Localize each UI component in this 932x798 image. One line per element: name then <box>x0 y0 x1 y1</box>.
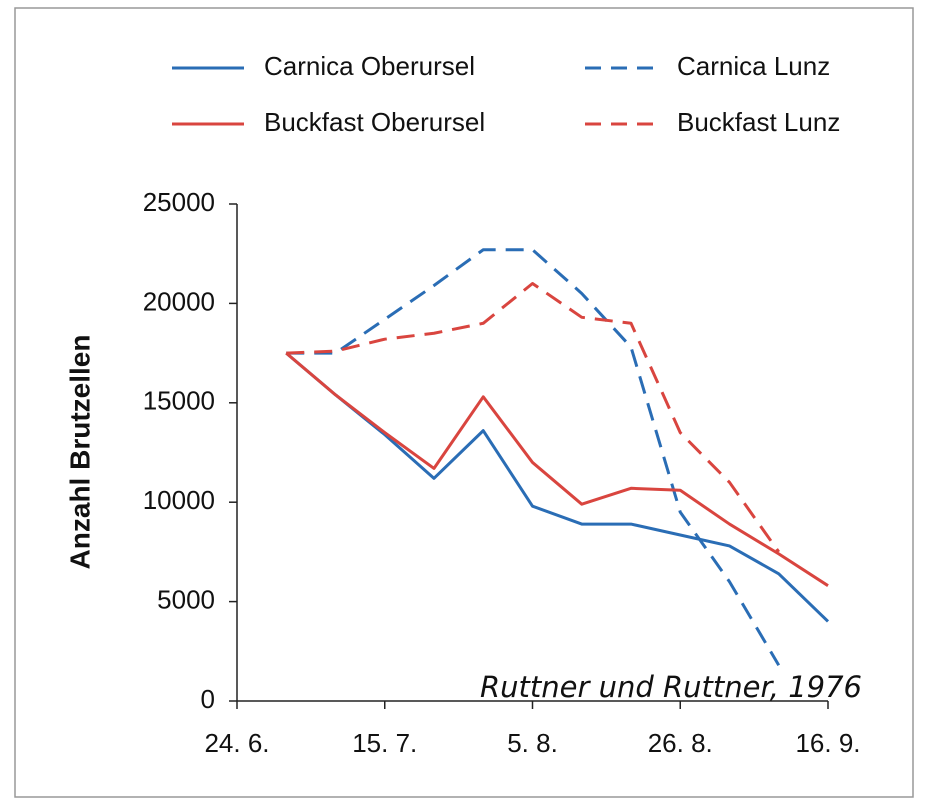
y-tick-label: 0 <box>201 684 215 714</box>
legend-label: Buckfast Lunz <box>677 107 840 137</box>
y-tick-label: 15000 <box>143 386 215 416</box>
x-tick-label: 24. 6. <box>204 728 269 758</box>
series-line <box>285 351 829 587</box>
y-tick-label: 5000 <box>157 584 215 614</box>
legend-label: Carnica Oberursel <box>264 51 475 81</box>
frame <box>14 7 914 798</box>
y-axis-label: Anzahl Brutzellen <box>64 335 95 570</box>
y-tick-label: 25000 <box>143 187 215 217</box>
x-tick-label: 15. 7. <box>352 728 417 758</box>
x-tick-label: 16. 9. <box>795 728 860 758</box>
series-line <box>285 351 830 623</box>
y-tick-label: 20000 <box>143 286 215 316</box>
legend-label: Buckfast Oberursel <box>264 107 485 137</box>
annotation: Ruttner und Ruttner, 1976 <box>480 670 862 704</box>
y-tick-label: 10000 <box>143 485 215 515</box>
series-line <box>286 248 781 666</box>
x-tick-label: 5. 8. <box>507 728 558 758</box>
x-tick-label: 26. 8. <box>648 728 713 758</box>
legend-label: Carnica Lunz <box>677 51 830 81</box>
series-line <box>286 282 780 553</box>
